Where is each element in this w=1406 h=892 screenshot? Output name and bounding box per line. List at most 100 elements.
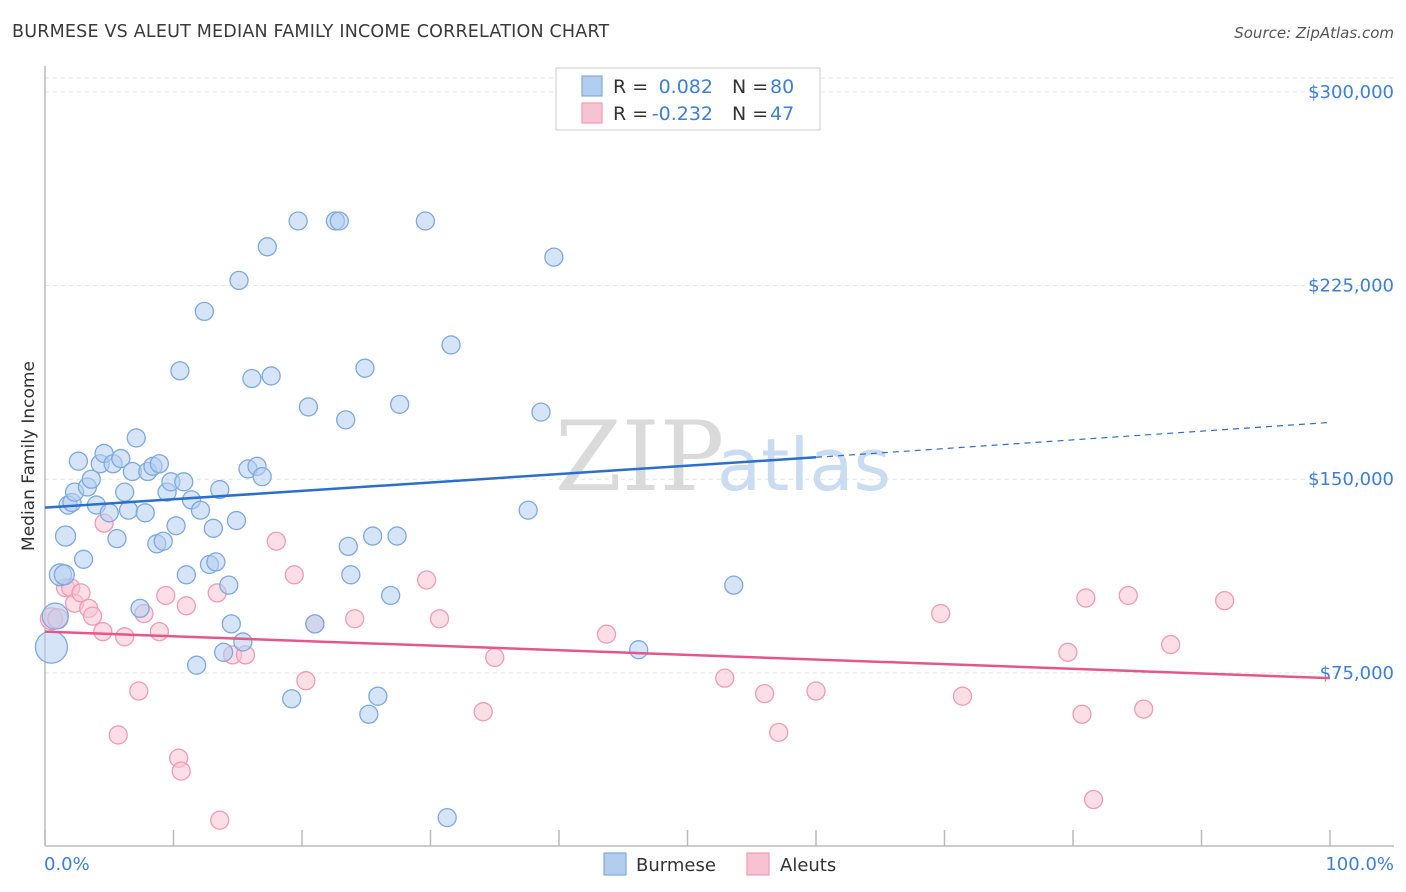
point-burmese	[363, 526, 383, 546]
point-burmese	[219, 575, 239, 595]
point-aleuts	[210, 810, 230, 830]
point-burmese	[118, 500, 139, 520]
point-burmese	[73, 549, 94, 569]
point-burmese	[34, 630, 69, 664]
point-burmese	[229, 270, 249, 291]
point-aleuts	[1134, 699, 1154, 719]
point-aleuts	[952, 686, 973, 706]
point-burmese	[381, 585, 401, 606]
point-burmese	[257, 237, 277, 257]
x-axis-ticks	[44, 830, 1331, 846]
point-aleuts	[1083, 789, 1104, 810]
point-aleuts	[1072, 704, 1092, 724]
point-burmese	[387, 526, 407, 546]
point-burmese	[176, 565, 197, 585]
point-burmese	[724, 575, 744, 595]
point-burmese	[242, 368, 262, 389]
point-aleuts	[129, 681, 149, 701]
legend-r-value-aleuts: -0.232	[652, 103, 713, 125]
legend-n-label-aleuts: N =	[732, 103, 768, 125]
point-aleuts	[156, 585, 176, 606]
point-burmese	[68, 451, 89, 471]
y-tick-label: $75,000	[1320, 663, 1394, 684]
point-burmese	[203, 518, 223, 538]
bottom-legend-label-aleuts: Aleuts	[780, 855, 836, 876]
point-burmese	[130, 598, 150, 619]
legend-r-label-burmese: R =	[613, 76, 648, 98]
point-burmese	[441, 335, 461, 355]
point-aleuts	[71, 583, 91, 603]
point-burmese	[518, 500, 538, 520]
legend-r-value-burmese: 0.082	[659, 76, 713, 98]
point-aleuts	[176, 596, 197, 616]
point-burmese	[531, 402, 551, 422]
point-aleuts	[82, 606, 103, 626]
stats-legend: R = 0.082 N = 80 R = -0.232 N = 47	[555, 67, 821, 131]
point-burmese	[341, 565, 361, 585]
point-aleuts	[596, 624, 617, 644]
point-aleuts	[108, 725, 128, 745]
point-burmese	[99, 503, 119, 523]
series-legend: Burmese Aleuts	[603, 852, 836, 876]
point-burmese	[390, 394, 410, 414]
point-burmese	[206, 552, 226, 572]
point-burmese	[288, 211, 308, 231]
x-tick-label-min: 0.0%	[44, 854, 90, 875]
point-aleuts	[1118, 585, 1138, 606]
point-aleuts	[754, 683, 775, 704]
point-burmese	[338, 536, 358, 557]
point-burmese	[210, 479, 230, 500]
point-burmese	[359, 704, 379, 724]
point-aleuts	[115, 627, 135, 647]
y-tick-labels: $75,000 $150,000 $225,000 $300,000	[1308, 82, 1394, 684]
point-burmese	[226, 510, 247, 531]
point-aleuts	[930, 603, 951, 624]
point-burmese	[415, 211, 436, 231]
point-burmese	[437, 807, 457, 828]
point-burmese	[41, 602, 69, 630]
point-burmese	[115, 482, 135, 502]
y-axis-label: Median Family Income	[19, 361, 39, 551]
point-burmese	[126, 428, 146, 448]
trend-line-burmese	[44, 456, 817, 509]
y-tick-label: $225,000	[1308, 276, 1394, 297]
point-burmese	[252, 467, 272, 487]
point-aleuts	[715, 668, 735, 688]
point-burmese	[329, 211, 349, 231]
point-aleuts	[345, 609, 365, 629]
point-burmese	[111, 448, 131, 469]
point-burmese	[305, 614, 325, 634]
source-label: Source: ZipAtlas.com	[1234, 24, 1394, 42]
point-burmese	[298, 397, 319, 417]
point-burmese	[213, 642, 234, 662]
point-burmese	[186, 655, 207, 675]
chart-title: BURMESE VS ALEUT MEDIAN FAMILY INCOME CO…	[12, 22, 610, 42]
point-aleuts	[284, 565, 304, 585]
point-burmese	[355, 358, 375, 378]
point-burmese	[629, 640, 649, 660]
y-tick-label: $150,000	[1308, 469, 1394, 490]
point-burmese	[233, 632, 253, 652]
point-burmese	[81, 469, 101, 489]
point-burmese	[221, 614, 241, 634]
point-burmese	[194, 301, 214, 322]
point-burmese	[170, 361, 190, 381]
trend-lines	[44, 421, 1331, 680]
point-aleuts	[806, 681, 826, 701]
legend-r-label-aleuts: R =	[613, 103, 648, 125]
point-aleuts	[1076, 588, 1096, 608]
trend-line-burmese-extension	[815, 421, 1331, 458]
legend-swatch-burmese	[581, 75, 603, 97]
bottom-legend-label-burmese: Burmese	[636, 855, 716, 876]
bottom-legend-swatch-aleuts	[746, 852, 770, 876]
point-aleuts	[1214, 590, 1235, 611]
point-burmese	[135, 503, 155, 523]
point-burmese	[261, 366, 281, 386]
point-burmese	[149, 454, 170, 474]
point-aleuts	[769, 722, 789, 743]
point-burmese	[54, 525, 77, 547]
point-burmese	[544, 247, 564, 267]
point-aleuts	[296, 671, 316, 691]
point-aleuts	[93, 621, 113, 642]
